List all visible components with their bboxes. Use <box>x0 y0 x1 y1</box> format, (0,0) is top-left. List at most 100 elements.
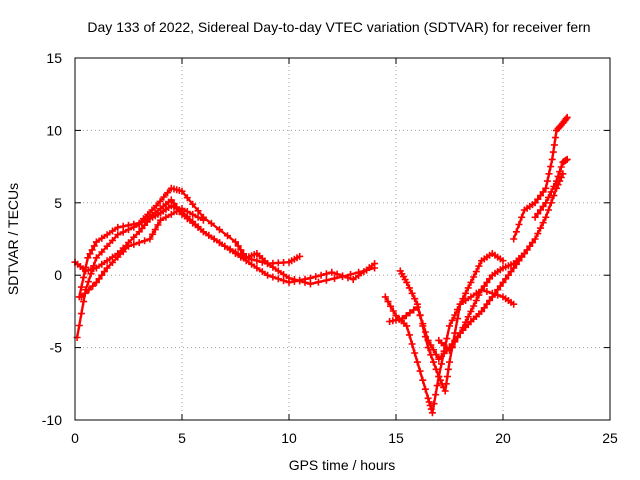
data-point <box>534 195 542 203</box>
data-point <box>454 315 461 323</box>
data-point <box>410 306 418 314</box>
series-track-j <box>531 155 571 221</box>
data-point <box>173 208 181 215</box>
data-point <box>264 271 272 279</box>
x-tick-label: 10 <box>281 430 297 446</box>
data-point <box>438 360 445 368</box>
data-point <box>537 224 544 232</box>
y-tick-label: 0 <box>54 267 62 283</box>
data-point <box>483 288 491 295</box>
data-point <box>130 220 138 228</box>
data-point <box>92 238 100 246</box>
data-point <box>216 239 223 247</box>
data-point <box>232 248 239 256</box>
data-point <box>84 278 92 286</box>
data-point <box>189 210 197 218</box>
data-point <box>563 113 571 121</box>
data-point <box>406 309 414 317</box>
data-point <box>542 184 550 192</box>
data-point <box>510 300 518 308</box>
data-point <box>430 400 438 408</box>
data-point <box>322 276 330 284</box>
data-point <box>549 148 557 156</box>
data-point <box>430 358 437 366</box>
data-point <box>483 278 491 286</box>
data-point <box>135 239 143 247</box>
series-track-b <box>75 184 379 301</box>
data-point <box>537 192 544 200</box>
data-point <box>488 293 496 301</box>
data-point <box>92 264 100 272</box>
data-point <box>563 155 571 163</box>
data-point <box>515 257 523 265</box>
data-point <box>462 289 470 297</box>
data-point <box>148 206 156 214</box>
data-point <box>349 276 357 283</box>
data-point <box>504 271 512 279</box>
data-point <box>221 242 229 250</box>
data-point <box>384 298 392 306</box>
data-point <box>456 300 464 308</box>
data-point <box>451 338 459 346</box>
data-point <box>387 302 395 310</box>
data-point <box>553 177 560 185</box>
data-point <box>398 315 406 323</box>
data-point <box>515 221 523 228</box>
y-tick-label: 10 <box>46 122 62 138</box>
data-point <box>194 223 202 231</box>
data-point <box>130 233 138 241</box>
data-point <box>443 373 451 381</box>
data-point <box>144 210 152 218</box>
data-point <box>472 268 480 276</box>
data-point <box>237 251 245 259</box>
data-point <box>89 282 97 290</box>
x-tick-label: 25 <box>602 430 618 446</box>
data-point <box>520 250 528 257</box>
data-point <box>167 210 175 218</box>
data-point <box>550 183 558 190</box>
data-point <box>413 303 421 311</box>
data-point <box>483 300 491 308</box>
data-point <box>86 250 94 258</box>
data-point <box>557 163 565 171</box>
data-point <box>296 252 304 260</box>
data-point <box>81 289 89 297</box>
data-point <box>178 187 186 195</box>
data-point <box>491 289 499 297</box>
data-point <box>77 283 85 291</box>
data-point <box>467 293 475 301</box>
data-point <box>475 262 483 270</box>
data-point <box>84 254 92 262</box>
data-point <box>100 268 108 276</box>
data-point <box>444 365 452 373</box>
series-track-a <box>73 196 379 341</box>
data-point <box>154 221 162 229</box>
data-point <box>389 307 397 315</box>
data-point <box>548 155 556 163</box>
data-point <box>331 275 338 282</box>
data-point <box>363 266 371 274</box>
data-point <box>416 311 424 319</box>
data-point <box>475 291 483 299</box>
data-point <box>125 221 132 229</box>
data-point <box>103 257 111 265</box>
data-point <box>512 228 520 236</box>
data-point <box>486 275 494 283</box>
data-point <box>290 276 298 283</box>
data-point <box>402 312 410 320</box>
data-point <box>355 268 363 276</box>
data-point <box>478 286 486 294</box>
data-point <box>441 387 449 395</box>
data-point <box>205 231 213 239</box>
data-point <box>539 202 547 210</box>
data-point <box>470 302 478 310</box>
data-point <box>464 284 472 292</box>
data-point <box>467 307 475 315</box>
data-point <box>371 264 379 272</box>
data-point <box>103 242 111 250</box>
chart-title: Day 133 of 2022, Sidereal Day-to-day VTE… <box>87 19 590 35</box>
data-point <box>539 188 547 196</box>
data-point <box>253 257 261 265</box>
data-point <box>301 278 309 286</box>
